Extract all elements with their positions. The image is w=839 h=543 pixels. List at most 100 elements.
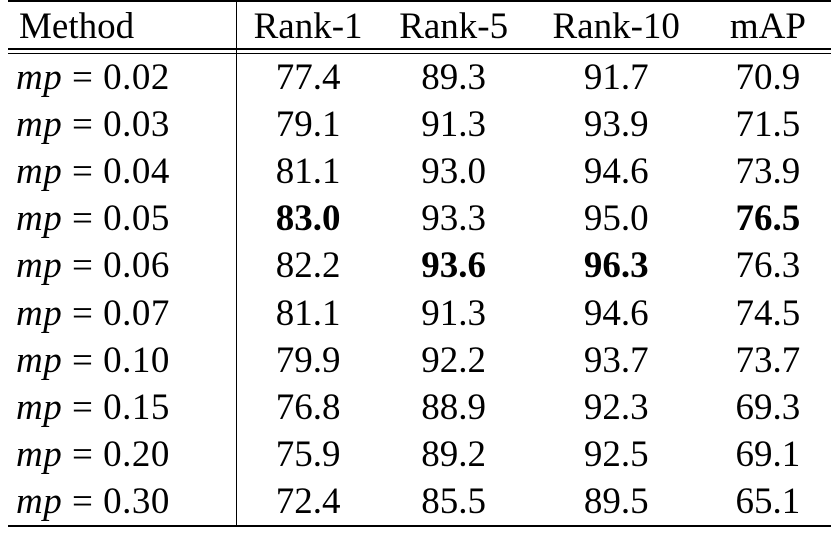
method-cell: mp = 0.04 xyxy=(8,148,237,196)
header-double-rule xyxy=(8,48,831,54)
equals-sign: = xyxy=(62,292,104,334)
method-variable: mp xyxy=(16,292,63,334)
method-cell: mp = 0.15 xyxy=(8,383,237,431)
equals-sign: = xyxy=(62,245,104,287)
method-cell: mp = 0.05 xyxy=(8,195,237,243)
table-row: mp = 0.04 81.1 93.0 94.6 73.9 xyxy=(8,148,831,196)
method-value: 0.06 xyxy=(103,245,170,287)
table-row: mp = 0.03 79.1 91.3 93.9 71.5 xyxy=(8,101,831,149)
cell-rank-10: 91.7 xyxy=(583,57,649,99)
method-variable: mp xyxy=(16,57,63,99)
cell-map: 76.5 xyxy=(735,198,801,240)
cell-rank-10: 89.5 xyxy=(527,477,705,527)
method-value: 0.10 xyxy=(103,339,170,381)
cell-rank-5: 91.3 xyxy=(421,292,487,334)
method-variable: mp xyxy=(16,480,63,522)
table-row: mp = 0.20 75.9 89.2 92.5 69.1 xyxy=(8,430,831,478)
method-variable: mp xyxy=(16,245,63,287)
cell-rank-5: 92.2 xyxy=(421,339,487,381)
cell-map: 69.3 xyxy=(735,386,801,428)
table-row: mp = 0.15 76.8 88.9 92.3 69.3 xyxy=(8,383,831,431)
method-cell: mp = 0.30 xyxy=(8,477,237,527)
method-cell: mp = 0.06 xyxy=(8,242,237,290)
cell-rank-1: 82.2 xyxy=(275,245,341,287)
method-cell: mp = 0.20 xyxy=(8,430,237,478)
cell-rank-1: 81.1 xyxy=(275,151,341,193)
cell-rank-10: 92.5 xyxy=(583,433,649,475)
table-row: mp = 0.06 82.2 93.6 96.3 76.3 xyxy=(8,242,831,290)
cell-rank-5: 91.3 xyxy=(421,104,487,146)
cell-rank-5: 93.6 xyxy=(421,245,487,287)
cell-rank-10: 94.6 xyxy=(583,151,649,193)
cell-map: 71.5 xyxy=(735,104,801,146)
method-variable: mp xyxy=(16,386,63,428)
cell-rank-5: 88.9 xyxy=(421,386,487,428)
header-method: Method xyxy=(8,1,237,49)
cell-rank-1: 76.8 xyxy=(275,386,341,428)
table-row: mp = 0.30 72.4 85.5 89.5 65.1 xyxy=(8,477,831,527)
equals-sign: = xyxy=(62,480,104,522)
table-body: mp = 0.02 77.4 89.3 91.7 70.9 mp = 0.03 79.1 91… xyxy=(8,53,831,527)
cell-rank-10: 93.9 xyxy=(583,104,649,146)
cell-map: 70.9 xyxy=(735,57,801,99)
method-variable: mp xyxy=(16,339,63,381)
header-map: mAP xyxy=(729,5,806,47)
cell-map: 65.1 xyxy=(704,477,831,527)
cell-map: 76.3 xyxy=(735,245,801,287)
method-cell: mp = 0.03 xyxy=(8,101,237,149)
cell-rank-5: 89.3 xyxy=(421,57,487,99)
cell-rank-5: 93.3 xyxy=(421,198,487,240)
method-cell: mp = 0.10 xyxy=(8,336,237,384)
table-row: mp = 0.10 79.9 92.2 93.7 73.7 xyxy=(8,336,831,384)
method-value: 0.20 xyxy=(103,433,170,475)
table-row: mp = 0.02 77.4 89.3 91.7 70.9 xyxy=(8,53,831,102)
cell-rank-5: 89.2 xyxy=(421,433,487,475)
table-row: mp = 0.07 81.1 91.3 94.6 74.5 xyxy=(8,289,831,337)
table-header: Method Rank-1 Rank-5 Rank-10 mAP xyxy=(8,1,831,54)
cell-rank-5: 93.0 xyxy=(421,151,487,193)
equals-sign: = xyxy=(62,104,104,146)
equals-sign: = xyxy=(62,386,104,428)
method-value: 0.03 xyxy=(103,104,170,146)
method-value: 0.15 xyxy=(103,386,170,428)
cell-rank-10: 96.3 xyxy=(583,245,649,287)
header-rank-10: Rank-10 xyxy=(552,5,680,47)
method-variable: mp xyxy=(16,104,63,146)
method-cell: mp = 0.07 xyxy=(8,289,237,337)
method-variable: mp xyxy=(16,151,63,193)
header-row: Method Rank-1 Rank-5 Rank-10 mAP xyxy=(8,1,831,49)
cell-rank-10: 92.3 xyxy=(583,386,649,428)
cell-map: 73.9 xyxy=(735,151,801,193)
cell-rank-1: 83.0 xyxy=(275,198,341,240)
method-variable: mp xyxy=(16,433,63,475)
cell-rank-1: 72.4 xyxy=(236,477,380,527)
cell-rank-1: 79.9 xyxy=(275,339,341,381)
method-value: 0.05 xyxy=(103,198,170,240)
cell-map: 69.1 xyxy=(735,433,801,475)
cell-map: 73.7 xyxy=(735,339,801,381)
table-row: mp = 0.05 83.0 93.3 95.0 76.5 xyxy=(8,195,831,243)
cell-rank-10: 94.6 xyxy=(583,292,649,334)
method-value: 0.02 xyxy=(103,57,170,99)
cell-rank-10: 93.7 xyxy=(583,339,649,381)
method-value: 0.04 xyxy=(103,151,170,193)
method-value: 0.30 xyxy=(103,480,170,522)
cell-rank-1: 77.4 xyxy=(275,57,341,99)
header-rank-5: Rank-5 xyxy=(399,5,509,47)
cell-rank-5: 85.5 xyxy=(379,477,528,527)
cell-map: 74.5 xyxy=(735,292,801,334)
equals-sign: = xyxy=(62,151,104,193)
cell-rank-1: 79.1 xyxy=(275,104,341,146)
method-variable: mp xyxy=(16,198,63,240)
method-value: 0.07 xyxy=(103,292,170,334)
equals-sign: = xyxy=(62,57,104,99)
equals-sign: = xyxy=(62,339,104,381)
results-table: Method Rank-1 Rank-5 Rank-10 mAP mp = 0.… xyxy=(8,0,831,527)
equals-sign: = xyxy=(62,433,104,475)
cell-rank-1: 75.9 xyxy=(275,433,341,475)
method-cell: mp = 0.02 xyxy=(8,53,237,102)
cell-rank-1: 81.1 xyxy=(275,292,341,334)
cell-rank-10: 95.0 xyxy=(583,198,649,240)
header-rank-1: Rank-1 xyxy=(253,5,363,47)
equals-sign: = xyxy=(62,198,104,240)
